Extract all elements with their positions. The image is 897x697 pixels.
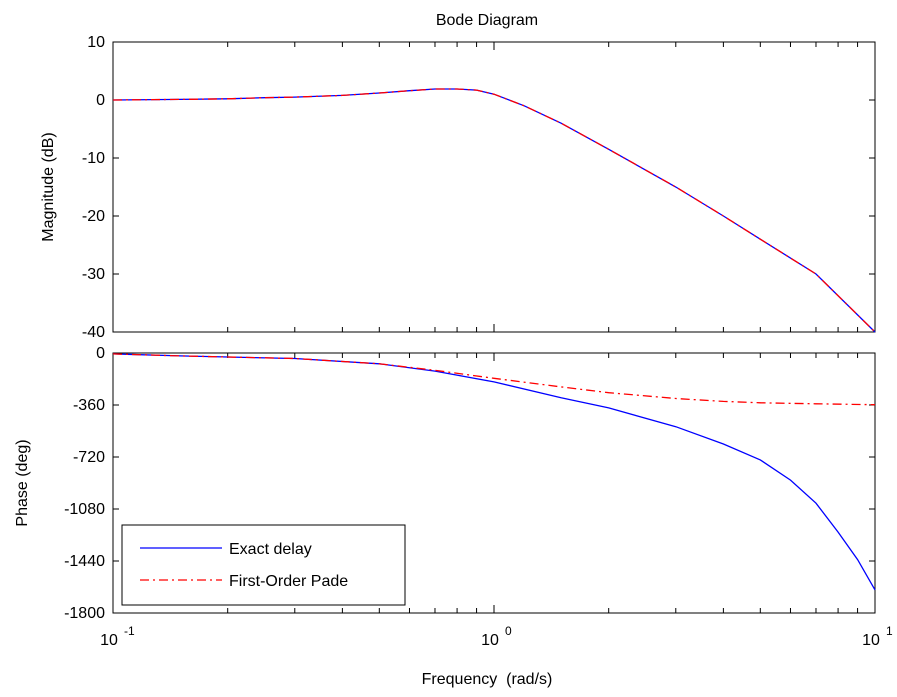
magnitude-ylabel: Magnitude (dB) — [40, 132, 57, 241]
magnitude-ytick-label: -30 — [82, 266, 105, 283]
frequency-xtick-label: 10 — [481, 632, 499, 649]
frequency-xtick-exponent: -1 — [124, 624, 135, 638]
frequency-xlabel: Frequency (rad/s) — [422, 671, 553, 688]
legend-box — [121, 524, 406, 606]
magnitude-plot-frame — [112, 41, 876, 333]
magnitude-ytick-label: 0 — [96, 92, 105, 109]
frequency-xtick-exponent: 0 — [505, 624, 512, 638]
frequency-xtick-label: 10 — [100, 632, 118, 649]
phase-axes: Phase (deg) Frequency (rad/s) 0 -360 -720 -… — [14, 345, 893, 688]
phase-ylabel: Phase (deg) — [14, 439, 31, 526]
phase-ytick-label: -1800 — [64, 605, 105, 622]
phase-ytick-label: 0 — [96, 345, 105, 362]
legend-label-exact-delay: Exact delay — [229, 541, 312, 558]
phase-ytick-label: -720 — [73, 449, 105, 466]
legend-label-first-order-pade: First-Order Pade — [229, 573, 348, 590]
chart-title: Bode Diagram — [436, 12, 538, 29]
phase-ytick-label: -1440 — [64, 553, 105, 570]
magnitude-ytick-label: -10 — [82, 150, 105, 167]
magnitude-ytick-label: -20 — [82, 208, 105, 225]
magnitude-axes: Magnitude (dB) 10 0 -10 -20 -30 -40 — [40, 34, 876, 341]
frequency-xtick-label: 10 — [862, 632, 880, 649]
legend: Exact delay First-Order Pade — [121, 524, 406, 606]
phase-ytick-label: -360 — [73, 397, 105, 414]
magnitude-ytick-label: -40 — [82, 324, 105, 341]
phase-ytick-label: -1080 — [64, 501, 105, 518]
magnitude-series-first-order-pade — [112, 88, 876, 333]
magnitude-ytick-label: 10 — [87, 34, 105, 51]
frequency-xtick-exponent: 1 — [886, 624, 893, 638]
